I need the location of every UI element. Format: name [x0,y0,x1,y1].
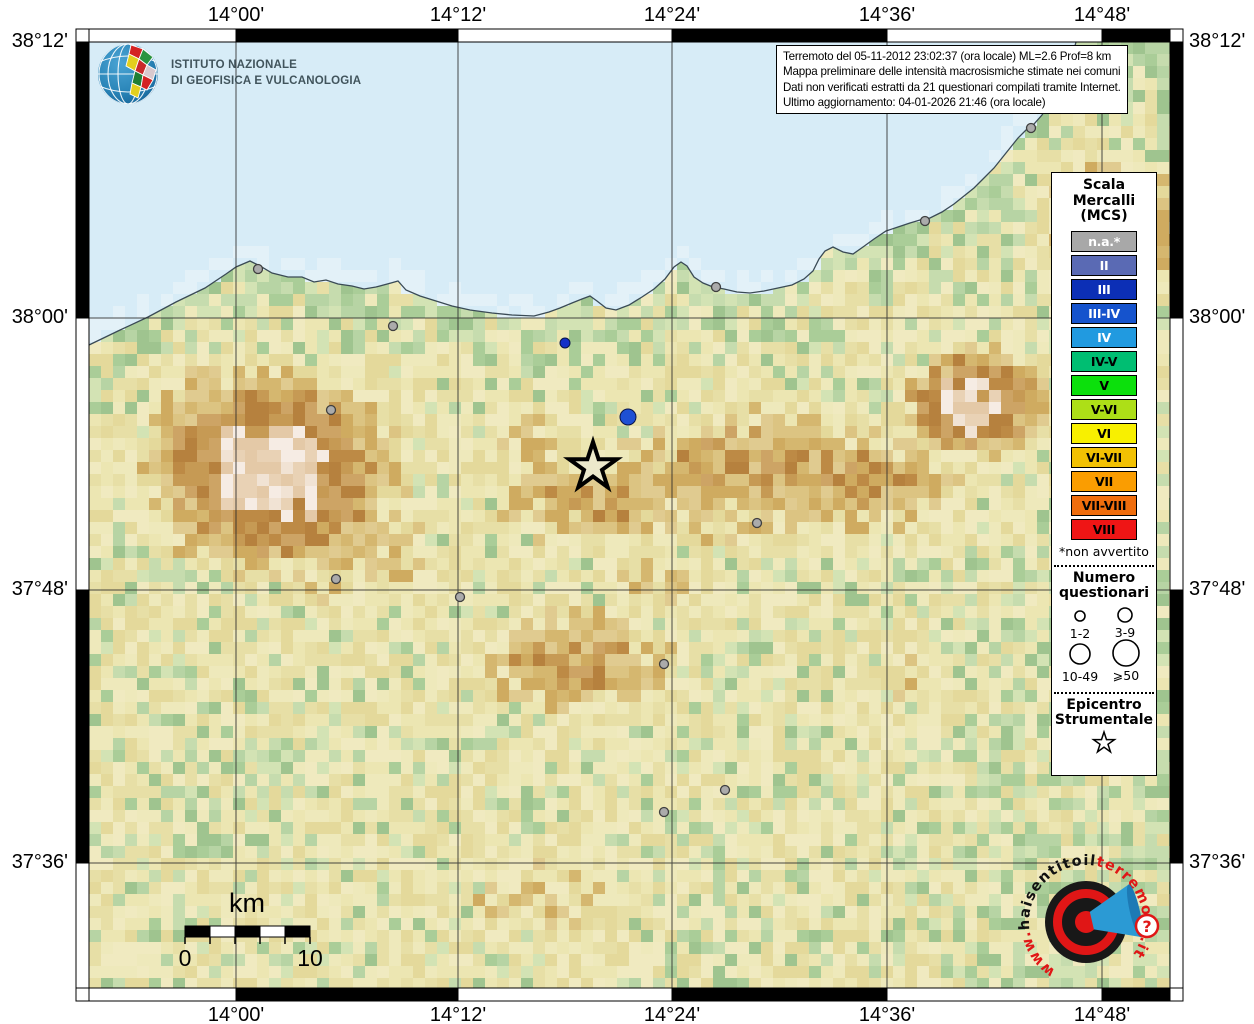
legend-title-line: Scala [1082,177,1126,193]
title-line-updated: Ultimo aggiornamento: 04-01-2026 21:46 (… [783,96,1046,110]
ingv-name-line2: DI GEOFISICA E VULCANOLOGIA [171,75,362,87]
report-dot-felt [559,337,571,349]
map-title-box: Terremoto del 05-11-2012 23:02:37 (ora l… [776,45,1128,114]
legend-footnote: *non avvertito [1059,543,1149,559]
axis-label-top: 14°00' [207,4,265,26]
report-dot-felt [619,408,637,426]
legend-intensity-iii: III [1071,278,1137,300]
report-dot-na [751,517,763,529]
axis-label-bottom: 14°36' [858,1004,916,1024]
axis-label-bottom: 14°24' [643,1004,701,1024]
epicenter-star [562,435,624,493]
question-badge-icon: ? [1134,913,1160,939]
report-dot-na [454,591,466,603]
axis-label-bottom: 14°12' [429,1004,487,1024]
legend-intensity-vii-viii: VII-VIII [1071,494,1137,516]
legend-intensity-n.a.*: n.a.* [1071,230,1137,252]
epicenter-title-line: Strumentale [1054,712,1154,728]
report-dot-na [658,806,670,818]
legend-intensity-vii: VII [1071,470,1137,492]
legend-intensity-vi: VI [1071,422,1137,444]
legend-intensity-v-vi: V-VI [1071,398,1137,420]
legend-intensity-iv-v: IV-V [1071,350,1137,372]
legend-intensity-iii-iv: III-IV [1071,302,1137,324]
axis-label-left: 38°12' [11,30,68,52]
axis-label-bottom: 14°48' [1073,1004,1131,1024]
ingv-logo: ISTITUTO NAZIONALE DI GEOFISICA E VULCAN… [96,42,361,106]
title-line-maptype: Mappa preliminare delle intensità macros… [783,65,1121,79]
axis-label-top: 14°24' [643,4,701,26]
report-dot-na [1025,122,1037,134]
axis-label-top: 14°36' [858,4,916,26]
legend-intensity-v: V [1071,374,1137,396]
report-dot-na [719,784,731,796]
axis-label-right: 37°48' [1189,578,1246,600]
axis-label-right: 38°00' [1189,306,1246,328]
questionnaire-size-key: 1-2 3-910-49 ⩾50 [1062,606,1140,684]
axis-label-left: 37°48' [11,578,68,600]
report-dot-na [710,281,722,293]
questionnaire-title-line: Numero [1072,569,1136,586]
axis-label-bottom: 14°00' [207,1004,265,1024]
report-dot-na [919,215,931,227]
questionnaire-title-line: questionari [1058,585,1150,601]
axis-label-right: 37°36' [1189,851,1246,873]
epicenter-star-icon [1091,729,1117,754]
legend-divider [1054,564,1154,567]
ingv-globe-icon [98,44,158,104]
intensity-scale-chips: n.a.* II III III-IV IV IV-V V V-VI VI VI-VII VII VI… [1071,230,1137,543]
axis-label-top: 14°48' [1073,4,1131,26]
axis-label-top: 14°12' [429,4,487,26]
report-dot-na [325,404,337,416]
axis-label-left: 38°00' [11,306,68,328]
title-line-source: Dati non verificati estratti da 21 quest… [783,80,1121,94]
legend-intensity-ii: II [1071,254,1137,276]
legend-intensity-iv: IV [1071,326,1137,348]
axis-label-left: 37°36' [11,851,68,873]
title-line-event: Terremoto del 05-11-2012 23:02:37 (ora l… [783,50,1112,63]
ingv-name-line1: ISTITUTO NAZIONALE [171,59,298,72]
report-dot-na [330,573,342,585]
report-dot-na [658,658,670,670]
legend-divider [1054,691,1154,694]
legend-title-line: Mercalli [1072,192,1136,209]
report-dot-na [387,320,399,332]
legend-intensity-viii: VIII [1071,518,1137,540]
axis-label-right: 38°12' [1189,30,1246,52]
ingv-name: ISTITUTO NAZIONALE DI GEOFISICA E VULCAN… [171,58,361,89]
haisentitoilterremoto-logo: www.haisentitoilterremoto.it ? [1001,831,1181,1012]
legend-panel: Scala Mercalli (MCS) n.a.* II III III-IV IV I… [1051,172,1157,776]
legend-title-line: (MCS) [1080,208,1128,224]
legend-intensity-vi-vii: VI-VII [1071,446,1137,468]
epicenter-title-line: Epicentro [1066,696,1142,713]
report-dot-na [252,263,264,275]
